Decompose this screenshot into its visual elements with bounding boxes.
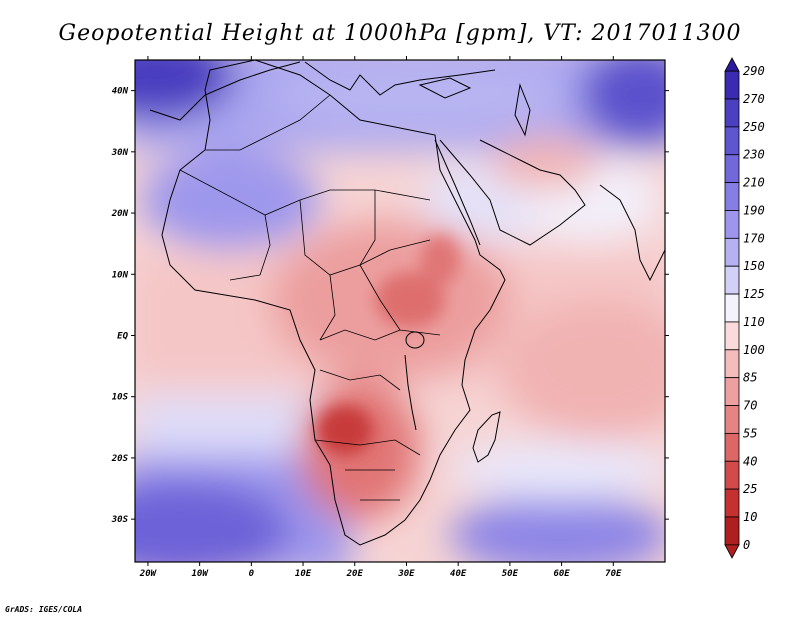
lon-tick-label: 50E (502, 569, 519, 579)
colorbar-segment (724, 293, 740, 323)
india-coastline (599, 184, 665, 282)
lat-tick-label: 30S (111, 515, 129, 525)
height-field (135, 60, 665, 562)
lat-tick-label: 10S (112, 393, 129, 403)
lon-tick-label: 60E (553, 569, 570, 579)
colorbar-label: 150 (743, 259, 765, 273)
colorbar-label: 0 (743, 538, 750, 552)
lon-tick-label: 40E (450, 569, 467, 579)
colorbar-segment (724, 460, 740, 490)
caspian-outline (514, 83, 531, 137)
colorbar-label: 100 (743, 343, 765, 357)
colorbar-label: 190 (743, 203, 765, 217)
colorbar-label: 125 (743, 287, 765, 301)
lat-tick-label: 20N (111, 209, 129, 219)
colorbar-label: 170 (743, 231, 765, 245)
colorbar-segment (724, 432, 740, 462)
colorbar-label: 10 (743, 510, 757, 524)
colorbar-segment (724, 98, 740, 128)
colorbar-label: 290 (743, 64, 765, 78)
lon-tick-label: 10W (192, 569, 210, 579)
colorbar-label: 250 (743, 120, 765, 134)
colorbar-segment (724, 237, 740, 267)
colorbar-segment (724, 488, 740, 518)
colorbar-label: 270 (743, 92, 765, 106)
lon-tick-label: 70E (605, 569, 622, 579)
lon-tick-label: 30E (397, 569, 415, 579)
arabia-coastline (439, 139, 586, 246)
colorbar-bottom-arrow (724, 544, 740, 559)
longitude-axis: 20W 10W 0 10E 20E 30E 40E 50E 60E 70E (139, 56, 622, 579)
rift-lakes-outline (404, 354, 417, 431)
colorbar-label: 55 (743, 426, 757, 440)
colorbar: 2902702502302101901701501251101008570554… (724, 57, 765, 559)
lat-tick-label: 30N (111, 148, 129, 158)
europe-coastline (149, 61, 496, 121)
lon-tick-label: 0 (249, 569, 255, 579)
lon-tick-label: 20E (346, 569, 364, 579)
colorbar-segment (724, 182, 740, 211)
latitude-axis: 40N 30N 20N 10N EQ 10S 20S 30S (111, 87, 669, 525)
red-sea-coastline (434, 139, 481, 246)
colorbar-segment (724, 154, 740, 184)
colorbar-segment (724, 321, 740, 351)
plot-frame (134, 59, 666, 563)
black-sea-outline (418, 77, 472, 99)
colorbar-label: 70 (743, 399, 757, 413)
colorbar-segment (724, 265, 740, 295)
coastline-overlay (149, 60, 665, 546)
colorbar-segment (724, 377, 740, 406)
lat-tick-label: EQ (117, 331, 128, 341)
colorbar-label: 40 (743, 454, 757, 468)
lon-tick-label: 10E (295, 569, 312, 579)
colorbar-top-arrow (724, 57, 740, 72)
colorbar-label: 25 (743, 482, 757, 496)
lon-tick-label: 20W (139, 569, 158, 579)
colorbar-label: 230 (743, 148, 765, 162)
colorbar-label: 85 (743, 371, 757, 385)
country-borders (179, 94, 441, 501)
lat-tick-label: 40N (112, 87, 129, 97)
credit-text: GrADS: IGES/COLA (5, 605, 82, 614)
colorbar-label: 210 (743, 176, 765, 190)
colorbar-segment (724, 405, 740, 434)
africa-coastline (161, 60, 506, 546)
colorbar-segment (724, 70, 740, 100)
colorbar-segment (724, 126, 740, 156)
map-title: Geopotential Height at 1000hPa [gpm], VT… (59, 21, 742, 46)
lat-tick-label: 10N (112, 270, 129, 280)
colorbar-segment (724, 349, 740, 379)
lat-tick-label: 20S (111, 454, 129, 464)
colorbar-segment (724, 516, 740, 546)
colorbar-segment (724, 210, 740, 239)
madagascar-coastline (472, 411, 501, 463)
colorbar-label: 110 (743, 315, 765, 329)
